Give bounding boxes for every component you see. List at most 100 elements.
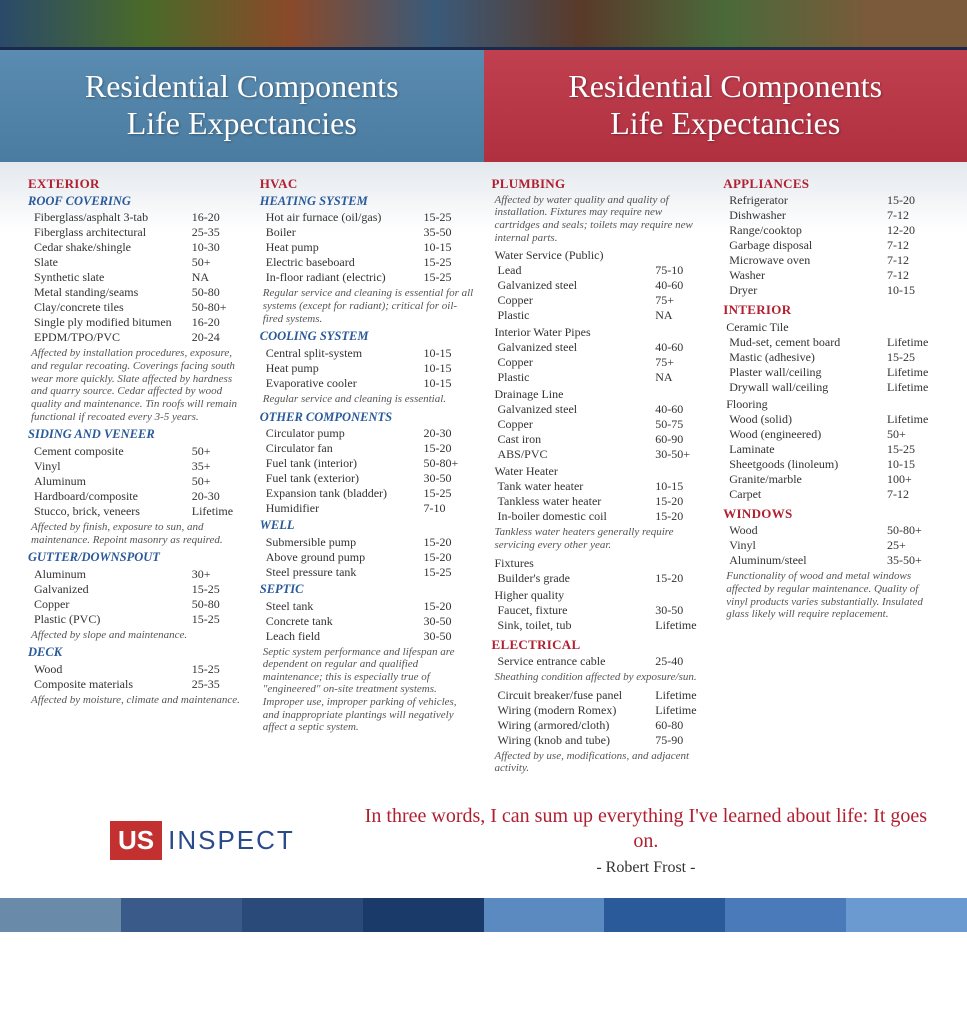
item-value: 10-15 [655,479,707,494]
group-label: Fixtures [495,556,708,571]
item-value: 7-12 [887,268,939,283]
item-label: Single ply modified bitumen [34,315,192,330]
data-row: ABS/PVC30-50+ [492,447,708,462]
item-label: Wiring (armored/cloth) [498,718,656,733]
item-label: In-floor radiant (electric) [266,270,424,285]
subsection-heading: OTHER COMPONENTS [260,410,476,426]
item-label: Fiberglass/asphalt 3-tab [34,210,192,225]
item-value: Lifetime [192,504,244,519]
data-row: Aluminum50+ [28,474,244,489]
quote-attribution: - Robert Frost - [355,858,937,878]
data-row: Dishwasher7-12 [723,208,939,223]
item-value: 15-25 [424,270,476,285]
item-value: 50-80+ [192,300,244,315]
data-row: Wood (solid)Lifetime [723,412,939,427]
item-label: Clay/concrete tiles [34,300,192,315]
item-value: 10-15 [424,376,476,391]
item-value: 15-20 [424,535,476,550]
item-label: Cement composite [34,444,192,459]
data-row: In-boiler domestic coil15-20 [492,509,708,524]
item-value: 7-12 [887,487,939,502]
item-label: Tank water heater [498,479,656,494]
item-value: 30-50 [424,471,476,486]
data-row: Circuit breaker/fuse panelLifetime [492,688,708,703]
data-row: Wood (engineered)50+ [723,427,939,442]
item-value: 40-60 [655,402,707,417]
item-value: Lifetime [887,335,939,350]
data-row: Wood50-80+ [723,523,939,538]
item-value: 15-25 [887,442,939,457]
item-value: Lifetime [655,618,707,633]
item-label: Hot air furnace (oil/gas) [266,210,424,225]
data-row: Cedar shake/shingle10-30 [28,240,244,255]
column-2: HVACHEATING SYSTEMHot air furnace (oil/g… [252,172,484,779]
header-left: Residential ComponentsLife Expectancies [0,50,484,162]
item-value: 100+ [887,472,939,487]
item-value: 50+ [192,255,244,270]
data-row: Metal standing/seams50-80 [28,285,244,300]
data-row: Hot air furnace (oil/gas)15-25 [260,210,476,225]
item-label: Wood (solid) [729,412,887,427]
item-value: 35-50 [424,225,476,240]
data-row: Sheetgoods (linoleum)10-15 [723,457,939,472]
data-row: Cement composite50+ [28,444,244,459]
group-label: Higher quality [495,588,708,603]
item-label: Builder's grade [498,571,656,586]
stripe [363,898,484,932]
item-value: 30-50+ [655,447,707,462]
group-label: Flooring [726,397,939,412]
item-label: Steel tank [266,599,424,614]
item-value: 75+ [655,293,707,308]
data-row: PlasticNA [492,308,708,323]
subsection-heading: COOLING SYSTEM [260,329,476,345]
top-photo-band [0,0,967,50]
item-value: Lifetime [655,688,707,703]
item-label: Tankless water heater [498,494,656,509]
item-value: 30-50 [424,629,476,644]
data-row: Copper75+ [492,355,708,370]
data-row: Boiler35-50 [260,225,476,240]
item-label: Aluminum/steel [729,553,887,568]
item-label: Stucco, brick, veneers [34,504,192,519]
data-row: Sink, toilet, tubLifetime [492,618,708,633]
item-label: Electric baseboard [266,255,424,270]
note-text: Affected by water quality and quality of… [495,194,708,245]
item-value: 50-80 [192,597,244,612]
item-value: 30+ [192,567,244,582]
item-value: 10-15 [887,457,939,472]
item-label: Vinyl [729,538,887,553]
item-label: Above ground pump [266,550,424,565]
item-value: 15-20 [655,509,707,524]
item-label: ABS/PVC [498,447,656,462]
data-row: Range/cooktop12-20 [723,223,939,238]
bottom-stripes [0,898,967,932]
item-label: Mud-set, cement board [729,335,887,350]
data-row: Clay/concrete tiles50-80+ [28,300,244,315]
footer: US INSPECT In three words, I can sum up … [0,794,967,898]
item-label: Fuel tank (interior) [266,456,424,471]
data-row: Service entrance cable25-40 [492,654,708,669]
logo: US INSPECT [110,821,295,860]
item-value: 75+ [655,355,707,370]
note-text: Affected by moisture, climate and mainte… [31,694,244,707]
data-row: Above ground pump15-20 [260,550,476,565]
data-row: Galvanized steel40-60 [492,340,708,355]
item-label: Laminate [729,442,887,457]
item-label: Refrigerator [729,193,887,208]
document-page: Residential ComponentsLife Expectancies … [0,0,967,932]
item-label: Galvanized steel [498,340,656,355]
item-value: 15-20 [887,193,939,208]
item-value: 10-30 [192,240,244,255]
data-row: Humidifier7-10 [260,501,476,516]
item-value: 7-12 [887,253,939,268]
data-row: Galvanized steel40-60 [492,402,708,417]
note-text: Tankless water heaters generally require… [495,526,708,551]
section-heading: EXTERIOR [28,176,244,192]
data-row: Wood15-25 [28,662,244,677]
item-value: Lifetime [887,412,939,427]
item-label: Metal standing/seams [34,285,192,300]
item-label: Fuel tank (exterior) [266,471,424,486]
item-label: Galvanized [34,582,192,597]
data-row: Microwave oven7-12 [723,253,939,268]
note-text: Functionality of wood and metal windows … [726,570,939,621]
